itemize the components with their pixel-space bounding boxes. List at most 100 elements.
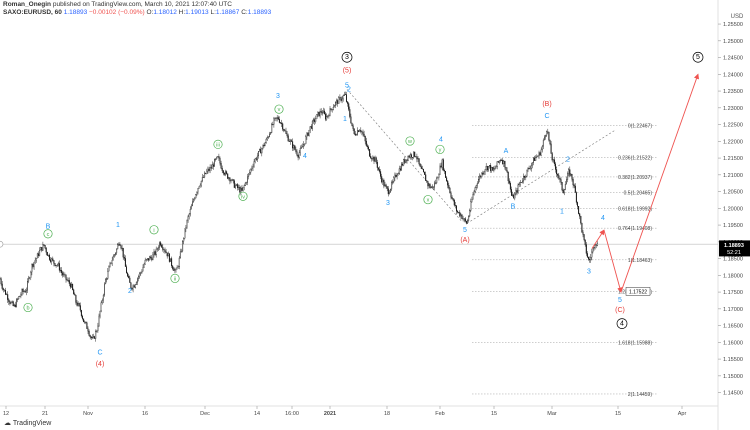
wave-label: b bbox=[26, 306, 29, 312]
candle-body bbox=[392, 181, 394, 183]
high-value: 1.19013 bbox=[185, 9, 209, 16]
candle-body bbox=[407, 156, 409, 161]
candle-body bbox=[89, 335, 91, 338]
candle-body bbox=[372, 156, 374, 160]
candle-body bbox=[46, 252, 48, 256]
y-tick-label: 1.25500 bbox=[723, 22, 743, 28]
candle-body bbox=[194, 197, 196, 200]
candle-body bbox=[354, 133, 356, 136]
candle-body bbox=[82, 315, 84, 319]
candle-body bbox=[374, 157, 376, 162]
candle-body bbox=[443, 170, 445, 172]
candle-body bbox=[242, 187, 244, 191]
wave-label: 5 bbox=[618, 297, 622, 304]
candle-body bbox=[142, 267, 144, 272]
tradingview-icon: ☁ bbox=[4, 420, 11, 427]
trendline bbox=[346, 89, 463, 222]
candle-body bbox=[20, 294, 22, 297]
candle-body bbox=[571, 173, 573, 180]
candle-body bbox=[596, 242, 598, 246]
candle-body bbox=[209, 167, 211, 171]
candle-body bbox=[188, 213, 190, 217]
left-edge-marker bbox=[0, 240, 4, 248]
y-tick-label: 1.24000 bbox=[723, 72, 743, 78]
candle-body bbox=[578, 206, 580, 214]
y-axis[interactable]: 1.25500 1.25000 1.24500 1.24000 1.23500 1.230… bbox=[718, 22, 743, 397]
candle-body bbox=[422, 169, 424, 173]
candle-body bbox=[90, 336, 92, 339]
candle-body bbox=[131, 288, 133, 290]
forecast-path bbox=[591, 73, 700, 293]
candle-body bbox=[450, 192, 452, 198]
candle-body bbox=[297, 155, 299, 158]
candle-body bbox=[485, 166, 487, 170]
candle-body bbox=[18, 296, 20, 300]
candle-body bbox=[438, 174, 440, 178]
candle-body bbox=[526, 169, 528, 177]
candle-body bbox=[246, 176, 248, 183]
candle-body bbox=[358, 130, 360, 132]
candle-body bbox=[240, 187, 242, 193]
wave-label-circle bbox=[149, 225, 159, 235]
candle-body bbox=[31, 264, 33, 273]
candle-body bbox=[436, 177, 438, 184]
candle-body bbox=[235, 184, 237, 186]
candle-body bbox=[260, 149, 262, 154]
candle-body bbox=[493, 168, 495, 171]
candle-body bbox=[311, 120, 313, 129]
candle-body bbox=[57, 263, 59, 266]
wave-label-circle bbox=[274, 104, 284, 114]
candle-body bbox=[73, 289, 75, 295]
candle-body bbox=[353, 128, 355, 135]
wave-label: 1 bbox=[560, 208, 564, 215]
wave-label: 3 bbox=[587, 269, 591, 276]
wave-label-circle bbox=[692, 51, 704, 63]
candle-body bbox=[380, 171, 382, 177]
candle-body bbox=[253, 161, 255, 167]
candle-body bbox=[237, 184, 239, 188]
candle-body bbox=[229, 177, 231, 182]
candle-body bbox=[149, 256, 151, 261]
candle-body bbox=[507, 171, 509, 182]
candle-body bbox=[213, 159, 215, 167]
candle-body bbox=[24, 291, 26, 293]
forecast-segment bbox=[603, 229, 623, 293]
y-tick-label: 1.22000 bbox=[723, 139, 743, 145]
candle-body bbox=[104, 283, 106, 296]
candle-body bbox=[541, 145, 543, 151]
candle-body bbox=[527, 168, 529, 171]
candle-body bbox=[22, 289, 24, 292]
candle-body bbox=[26, 281, 28, 291]
candle-body bbox=[145, 259, 147, 261]
candle-body bbox=[333, 105, 335, 108]
tradingview-logo[interactable]: ☁ TradingView bbox=[4, 419, 51, 427]
candle-body bbox=[146, 258, 148, 260]
author-name[interactable]: Roman_Onegin bbox=[3, 1, 52, 8]
candle-body bbox=[544, 136, 546, 141]
candle-body bbox=[234, 185, 236, 188]
candle-body bbox=[492, 167, 494, 171]
x-axis[interactable]: 12 21 Nov 16 Dec 14 16:00 2021 18 Feb 15 Mar 15 Apr bbox=[3, 406, 687, 417]
x-tick-label: 15 bbox=[615, 411, 621, 417]
candle-body bbox=[347, 101, 349, 104]
candle-body bbox=[550, 143, 552, 154]
candle-body bbox=[195, 194, 197, 199]
candle-body bbox=[364, 136, 366, 142]
candle-body bbox=[551, 153, 553, 161]
symbol-name[interactable]: SAXO:EURUSD, 60 bbox=[3, 9, 62, 16]
candle-body bbox=[558, 175, 560, 179]
candle-body bbox=[255, 158, 257, 160]
candle-body bbox=[315, 118, 317, 122]
candle-body bbox=[371, 158, 373, 160]
candle-body bbox=[389, 188, 391, 193]
candle-body bbox=[471, 199, 473, 202]
fib-label: 0.5(1.20465) bbox=[624, 191, 653, 197]
candle-body bbox=[295, 149, 297, 152]
candle-body bbox=[473, 191, 475, 195]
candle-body bbox=[38, 253, 40, 256]
candle-body bbox=[262, 144, 264, 149]
candle-body bbox=[414, 151, 416, 157]
candle-body bbox=[322, 110, 324, 114]
candle-body bbox=[193, 199, 195, 202]
